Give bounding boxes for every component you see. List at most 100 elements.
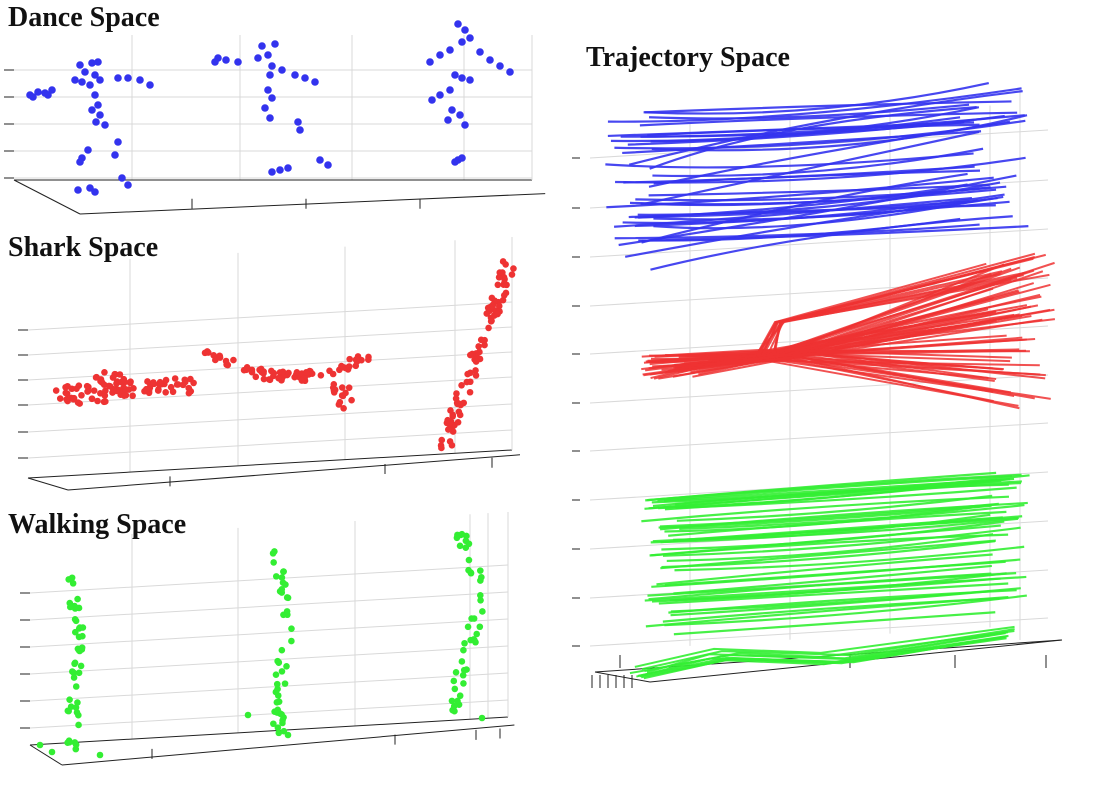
shark-point	[125, 386, 133, 393]
trajectory-blue-line	[628, 204, 996, 219]
walking-point	[71, 605, 79, 612]
walking-point	[451, 685, 459, 693]
shark-point	[365, 353, 372, 361]
shark-point	[100, 381, 108, 389]
shark-point	[122, 391, 130, 399]
shark-point	[466, 388, 474, 396]
dance-point	[451, 158, 459, 166]
shark-point	[216, 352, 223, 360]
shark-point	[112, 371, 119, 378]
dance-point	[101, 121, 109, 129]
shark-point	[260, 370, 267, 377]
shark-point	[78, 391, 85, 399]
shark-point	[305, 371, 313, 378]
walking-grid-h	[29, 645, 509, 675]
trajectory-red-line	[661, 337, 1036, 357]
walking-point	[282, 581, 289, 588]
trajectory-blue-line	[653, 199, 978, 230]
walking-point	[276, 588, 284, 595]
dance-point	[294, 118, 302, 126]
trajectory-blue-line	[648, 120, 1011, 188]
trajectory-green-line	[660, 539, 996, 570]
trajectory-blue-line	[653, 169, 981, 185]
shark-point	[437, 442, 445, 449]
trajectory-grid-h	[589, 569, 1049, 599]
shark-point	[122, 386, 129, 393]
trajectory-floor-front	[594, 639, 1063, 673]
walking-point	[280, 714, 287, 721]
shark-point	[106, 382, 114, 390]
walking-point	[71, 602, 78, 610]
trajectory-blue-line	[607, 87, 1022, 123]
shark-point	[257, 365, 265, 373]
trajectory-red-line	[678, 310, 997, 359]
walking-point	[66, 696, 73, 703]
dance-point	[78, 78, 86, 86]
trajectory-red-line	[676, 295, 1042, 369]
shark-point	[352, 356, 360, 363]
walking-point	[465, 566, 472, 574]
trajectory-red-line	[641, 348, 1003, 371]
shark-point	[467, 351, 474, 359]
shark-point	[301, 374, 308, 382]
walking-point	[278, 668, 286, 675]
walking-point	[279, 719, 286, 727]
walking-point	[72, 683, 80, 690]
shark-point	[301, 377, 309, 385]
trajectory-red-line	[665, 305, 1032, 361]
shark-point	[298, 377, 306, 384]
shark-point	[68, 385, 76, 393]
shark-point	[302, 369, 310, 376]
trajectory-green-line	[637, 634, 1009, 677]
dance-point	[84, 146, 92, 154]
dance-point	[446, 46, 454, 54]
shark-point	[174, 381, 182, 388]
shark-point	[155, 386, 162, 393]
trajectory-blue-line	[629, 188, 997, 206]
shark-point	[463, 378, 471, 386]
shark-point	[121, 378, 129, 386]
shark-point	[216, 352, 224, 360]
dance-point	[88, 59, 96, 67]
dance-point	[86, 81, 94, 89]
trajectory-red-line	[671, 314, 1023, 367]
shark-point	[454, 419, 462, 426]
trajectory-green-line	[629, 632, 1006, 675]
shark-point	[275, 374, 282, 382]
trajectory-red-line	[674, 308, 1055, 366]
shark-point	[443, 419, 451, 427]
trajectory-green-line	[663, 477, 1015, 503]
dance-point	[458, 154, 466, 162]
shark-point	[280, 370, 287, 377]
walking-grid-h	[29, 699, 509, 729]
walking-point	[458, 530, 466, 538]
shark-point	[252, 373, 260, 381]
trajectory-red-line	[672, 336, 1023, 378]
trajectory-grid-h	[589, 374, 1049, 404]
shark-point	[456, 411, 464, 419]
walking-point	[274, 692, 282, 699]
trajectory-red-line	[673, 349, 995, 382]
shark-point	[224, 361, 232, 369]
walking-point	[75, 647, 83, 654]
shark-point	[296, 373, 303, 381]
dance-point	[448, 106, 456, 114]
shark-point	[488, 317, 495, 325]
trajectory-red-line	[698, 308, 989, 376]
trajectory-green-line	[664, 594, 1027, 627]
shark-point	[118, 386, 126, 394]
shark-point	[113, 380, 120, 387]
shark-point	[307, 368, 314, 375]
walking-point	[456, 692, 464, 700]
trajectory-blue-line	[648, 103, 970, 120]
walking-point	[67, 703, 75, 710]
trajectory-blue-line	[641, 225, 1029, 242]
walking-point	[270, 720, 277, 728]
shark-grid-h	[27, 326, 513, 356]
dance-point	[311, 78, 319, 86]
trajectory-green-line	[674, 545, 1025, 572]
trajectory-green-line	[636, 635, 1006, 678]
shark-point	[109, 389, 116, 396]
walking-point	[75, 604, 83, 612]
trajectory-red-line	[675, 358, 994, 403]
